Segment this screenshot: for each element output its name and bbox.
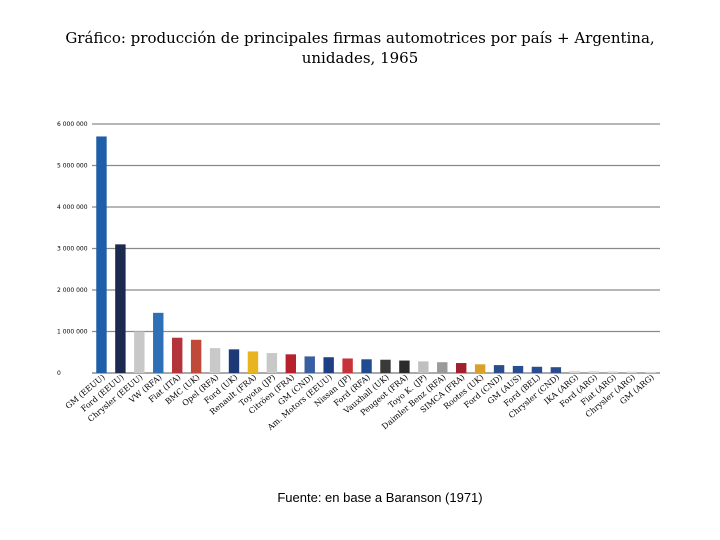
bar	[342, 358, 353, 373]
bar	[588, 371, 599, 373]
bar	[96, 136, 107, 373]
bar	[361, 359, 372, 373]
bar	[493, 365, 505, 373]
x-axis-labels: GM (EEUU)Ford (EEUU)Chrysler (EEUU)VW (R…	[64, 373, 656, 433]
y-tick-label: 0	[57, 370, 61, 377]
source-note: Fuente: en base a Baranson (1971)	[277, 490, 483, 505]
bar	[285, 354, 297, 373]
bar	[190, 339, 202, 373]
y-tick-label: 6 000 000	[57, 121, 88, 128]
bar	[247, 351, 259, 373]
chart-title: Gráfico: producción de principales firma…	[65, 29, 655, 67]
bar	[512, 365, 524, 373]
bar	[455, 363, 467, 373]
bar	[115, 244, 126, 373]
bar	[418, 361, 429, 373]
bar	[153, 312, 164, 373]
bar	[437, 362, 448, 373]
bar	[645, 371, 656, 373]
bar	[550, 367, 562, 373]
y-axis-labels: 0 1 000 000 2 000 000 3 000 000 4 000 000 5 0…	[57, 121, 88, 377]
bars	[96, 136, 656, 373]
bar	[304, 356, 315, 373]
bar	[399, 360, 410, 373]
gridlines	[92, 123, 660, 374]
bar	[626, 371, 637, 373]
bar	[380, 359, 391, 373]
bar	[209, 348, 221, 373]
bar	[531, 366, 543, 373]
bar	[266, 353, 278, 373]
y-tick-label: 5 000 000	[57, 163, 88, 170]
y-tick-label: 2 000 000	[57, 287, 88, 294]
y-tick-label: 3 000 000	[57, 246, 88, 253]
y-tick-label: 4 000 000	[57, 204, 88, 211]
bar	[171, 337, 183, 373]
y-tick-label: 1 000 000	[57, 329, 88, 336]
bar	[474, 364, 486, 373]
bar	[228, 349, 240, 373]
bar	[134, 331, 145, 373]
bar	[323, 357, 334, 373]
bar	[607, 371, 618, 373]
bar	[569, 370, 581, 373]
